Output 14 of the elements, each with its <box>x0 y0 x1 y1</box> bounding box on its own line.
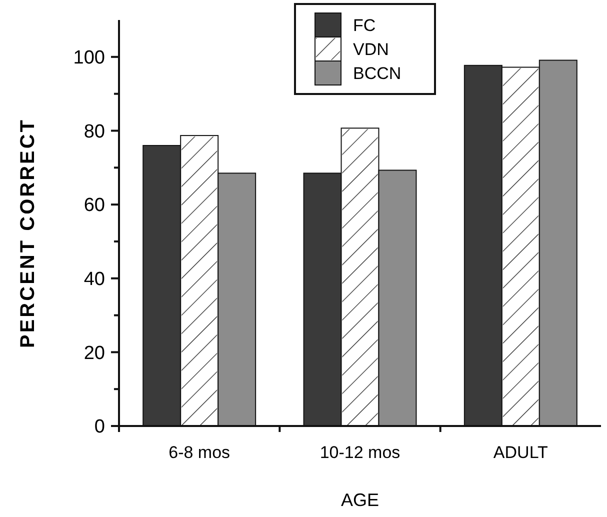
y-tick-label: 0 <box>94 416 105 438</box>
legend-label: FC <box>353 16 376 35</box>
x-tick-label: ADULT <box>493 443 548 462</box>
y-tick-label: 80 <box>84 121 105 142</box>
legend-label: BCCN <box>353 64 402 83</box>
y-tick-label: 60 <box>84 195 105 216</box>
x-axis-title: AGE <box>340 490 380 510</box>
legend-label: VDN <box>353 40 389 59</box>
y-tick-label: 100 <box>73 48 105 69</box>
x-tick-label: 6-8 mos <box>168 443 230 462</box>
y-tick-label: 40 <box>84 269 105 290</box>
y-tick-label: 20 <box>84 342 105 364</box>
x-tick-label: 10-12 mos <box>320 443 400 462</box>
y-axis-title: PERCENT CORRECT <box>17 118 39 348</box>
